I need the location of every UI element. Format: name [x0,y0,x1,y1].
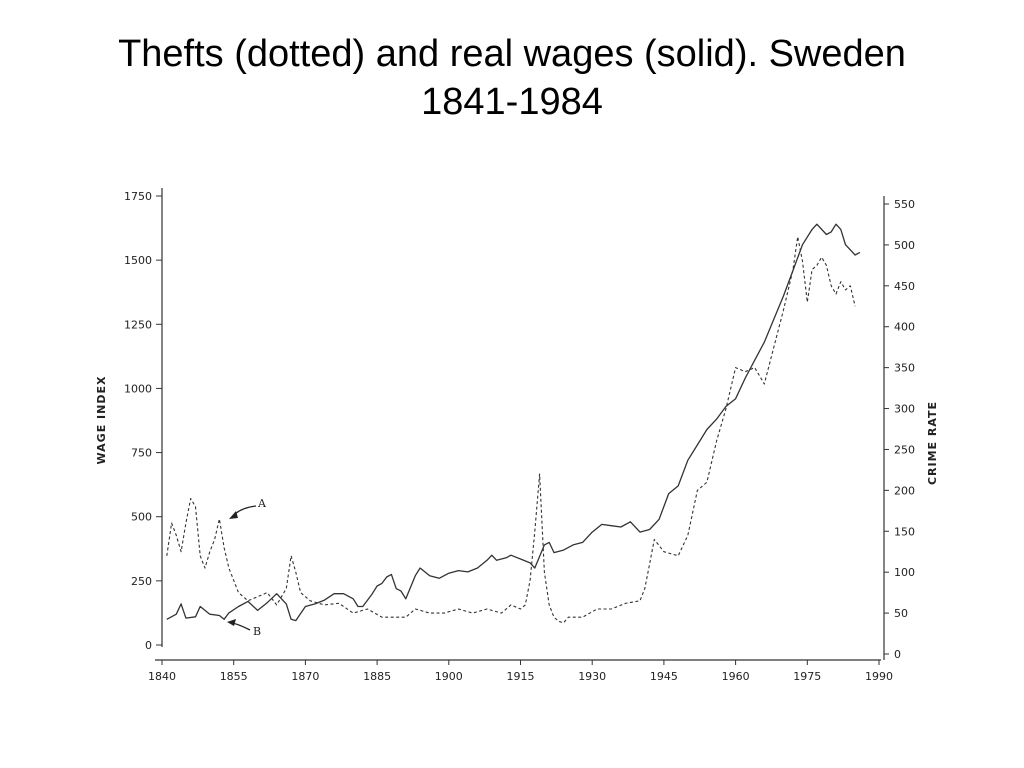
annotation-a-label: A [257,497,267,510]
left-axis-title: WAGE INDEX [95,376,108,465]
left-axis-tick-label: 1500 [124,254,152,267]
right-axis-tick-label: 250 [894,443,915,456]
x-axis-tick-label: 1855 [220,670,248,683]
x-axis-tick-label: 1915 [507,670,535,683]
x-axis-tick-label: 1900 [435,670,463,683]
x-axis-tick-label: 1930 [578,670,606,683]
annotation-b-label: B [253,625,261,638]
slide-title: Thefts (dotted) and real wages (solid). … [40,30,984,126]
right-axis-tick-label: 0 [894,648,901,661]
x-axis-tick-label: 1885 [363,670,391,683]
slide-title-line1: Thefts (dotted) and real wages (solid). … [118,33,906,75]
x-axis-tick-label: 1975 [793,670,821,683]
left-axis-tick-label: 1000 [124,382,152,395]
annotation-b-arrow [231,622,251,631]
x-axis-tick-label: 1870 [291,670,319,683]
annotation-b-arrowhead [227,619,236,626]
x-axis-tick-label: 1960 [722,670,750,683]
annotation-a-arrowhead [229,511,238,519]
right-axis-tick-label: 300 [894,403,915,416]
right-axis-tick-label: 200 [894,484,915,497]
right-axis-tick-label: 450 [894,280,915,293]
right-axis-tick-label: 50 [894,607,908,620]
right-axis-tick-label: 550 [894,198,915,211]
left-axis-tick-label: 250 [131,575,152,588]
right-axis-tick-label: 400 [894,321,915,334]
left-axis-tick-label: 500 [131,511,152,524]
x-axis-tick-label: 1840 [148,670,176,683]
left-axis-tick-label: 0 [145,639,152,652]
x-axis-tick-label: 1990 [865,670,893,683]
slide-title-line2: 1841-1984 [421,81,603,123]
right-axis-title: CRIME RATE [926,401,939,485]
left-axis-tick-label: 1750 [124,190,152,203]
x-axis-tick-label: 1945 [650,670,678,683]
right-axis-tick-label: 100 [894,566,915,579]
right-axis-tick-label: 350 [894,362,915,375]
right-axis-tick-label: 150 [894,525,915,538]
right-axis-tick-label: 500 [894,239,915,252]
left-axis-tick-label: 1250 [124,318,152,331]
wages-series-line [166,223,861,622]
thefts-series-line [166,236,856,624]
left-axis-tick-label: 750 [131,447,152,460]
